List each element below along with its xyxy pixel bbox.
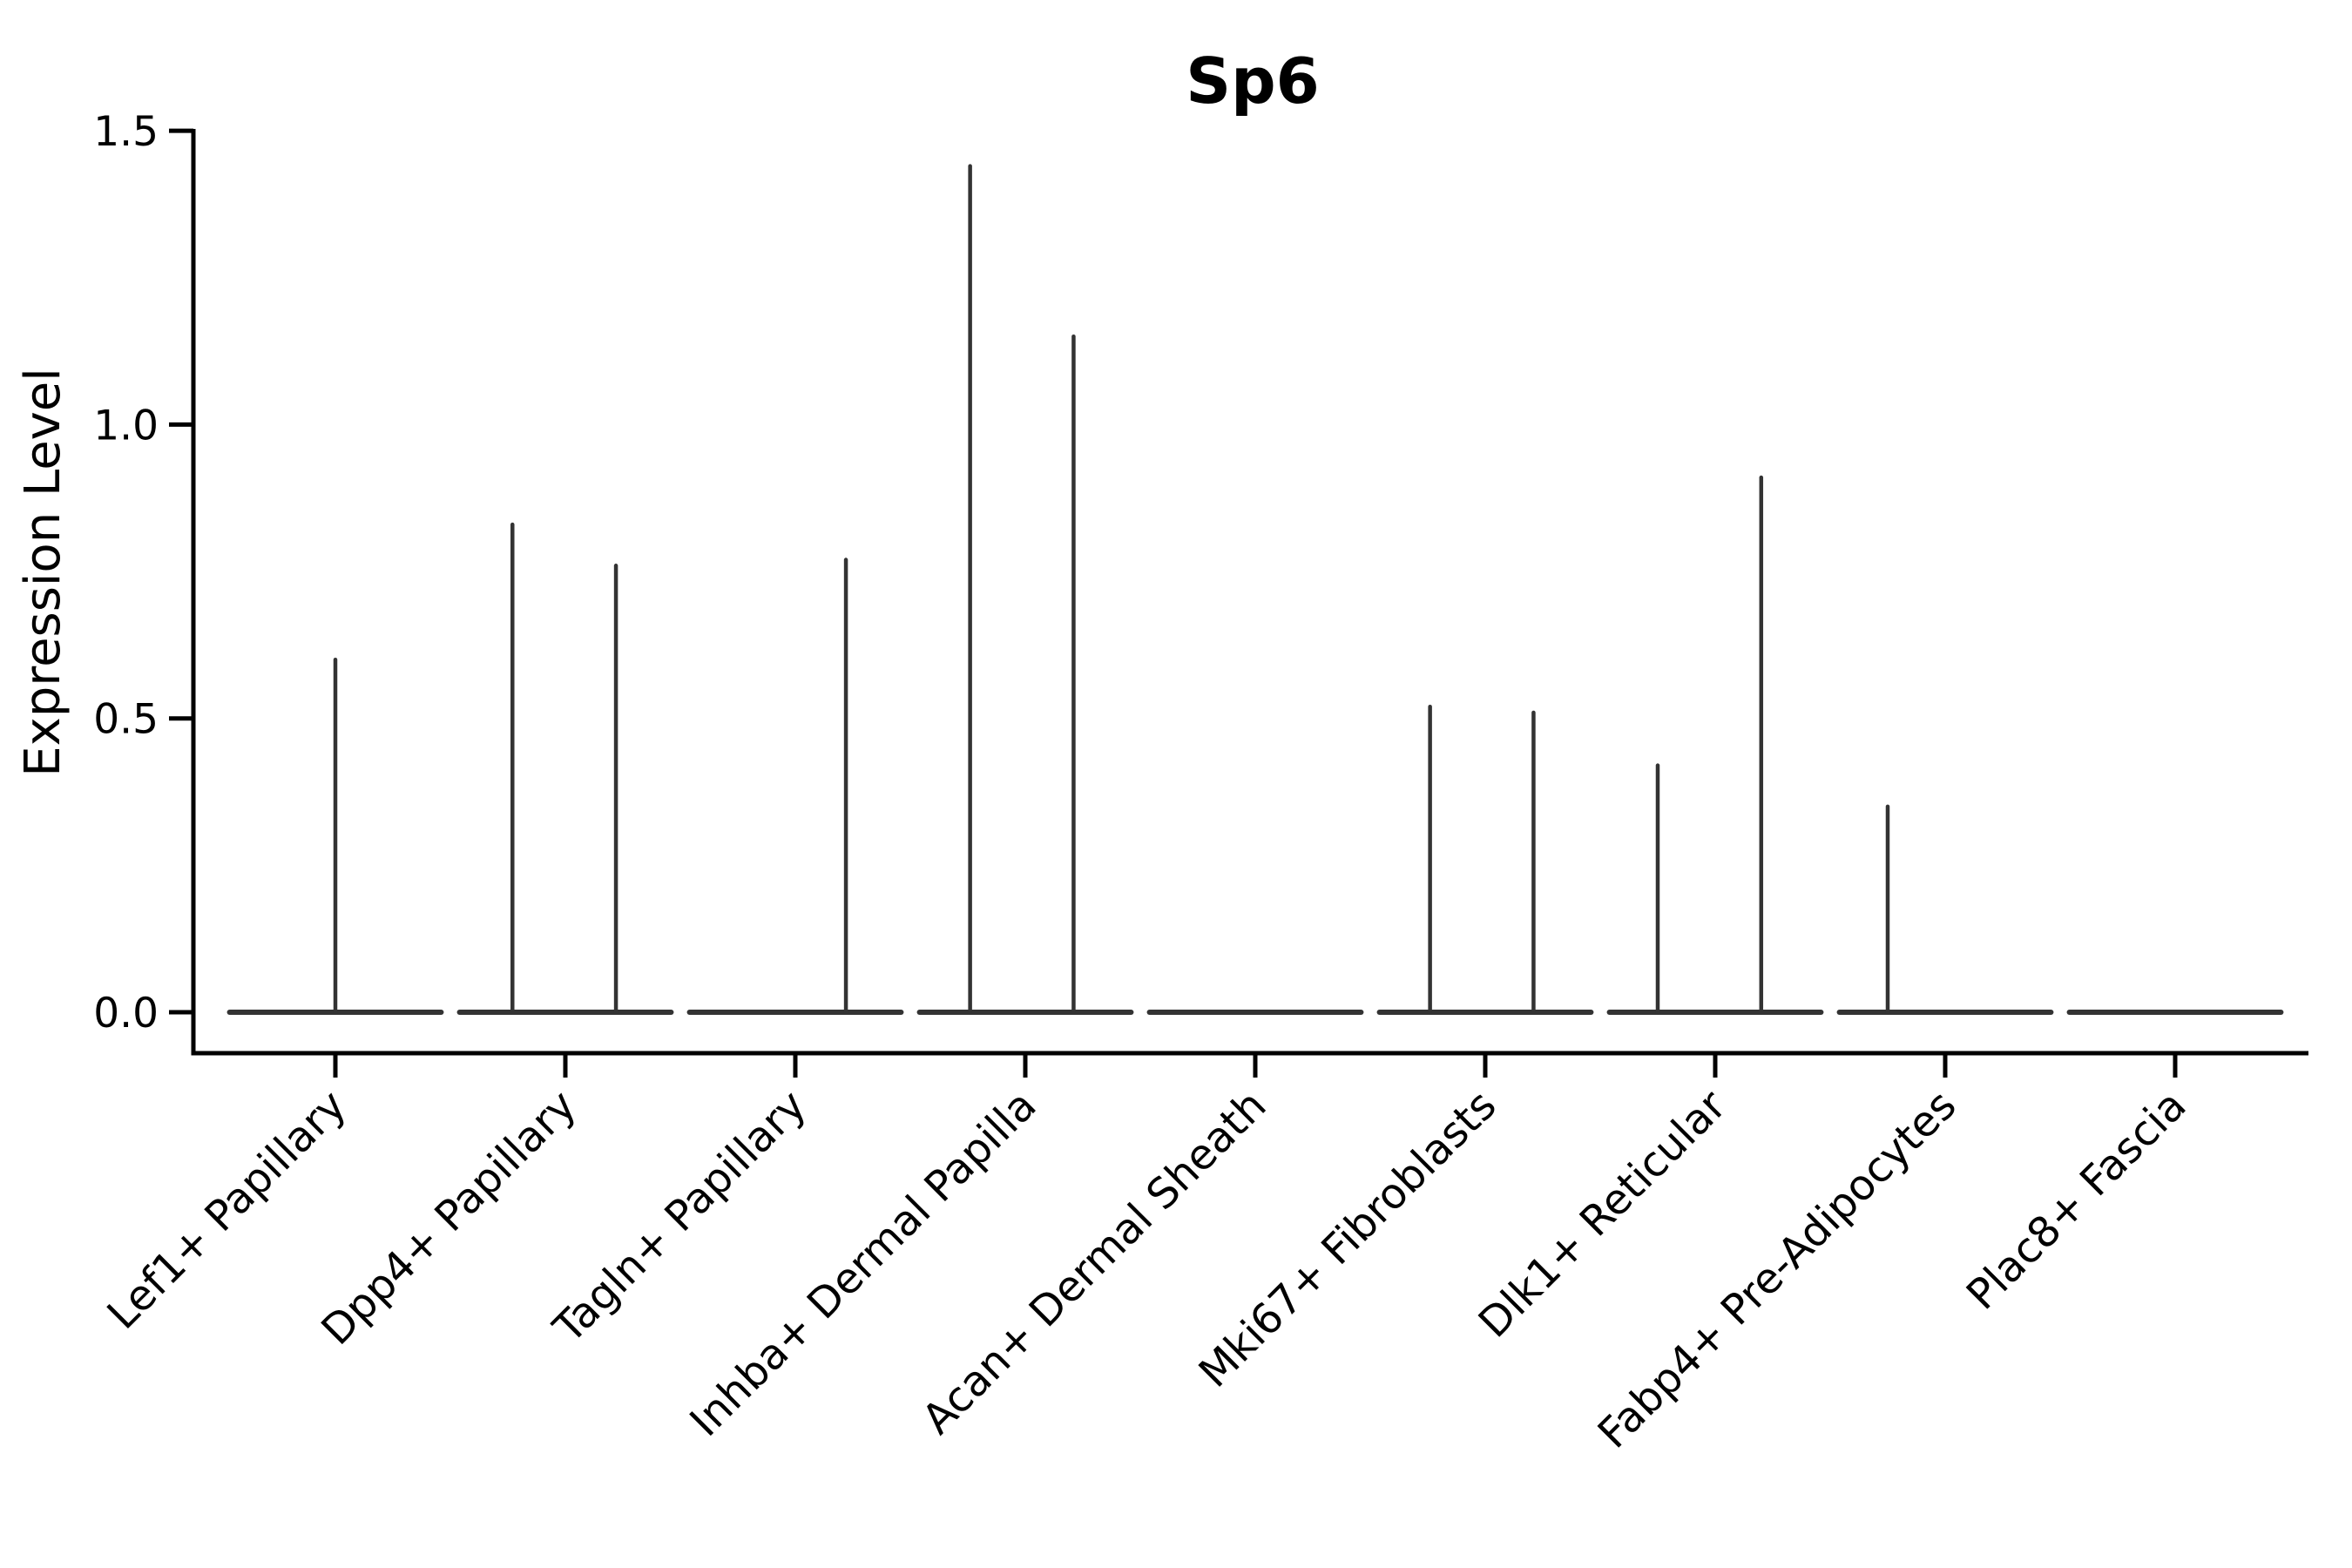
violin <box>686 558 904 1015</box>
violin <box>456 522 674 1015</box>
chart-title: Sp6 <box>1186 44 1320 118</box>
y-axis-label: Expression Level <box>15 368 71 777</box>
y-tick-label: 0.5 <box>93 696 159 744</box>
x-category-label: Dpp4+ Papillary <box>312 1081 585 1355</box>
y-tick-label: 1.0 <box>93 402 159 449</box>
violin <box>916 164 1134 1015</box>
violin <box>226 657 444 1015</box>
violin <box>1376 704 1594 1015</box>
violin <box>1606 475 1824 1015</box>
x-category-label: Tagln+ Papillary <box>544 1081 815 1353</box>
x-category-label: Plac8+ Fascia <box>1957 1081 2196 1320</box>
y-tick-label: 0.0 <box>93 990 159 1037</box>
y-tick-label: 1.5 <box>93 108 159 156</box>
x-category-label: Dlk1+ Reticular <box>1470 1081 1736 1348</box>
x-category-label: Lef1+ Papillary <box>98 1081 356 1339</box>
violin <box>1836 804 2054 1015</box>
